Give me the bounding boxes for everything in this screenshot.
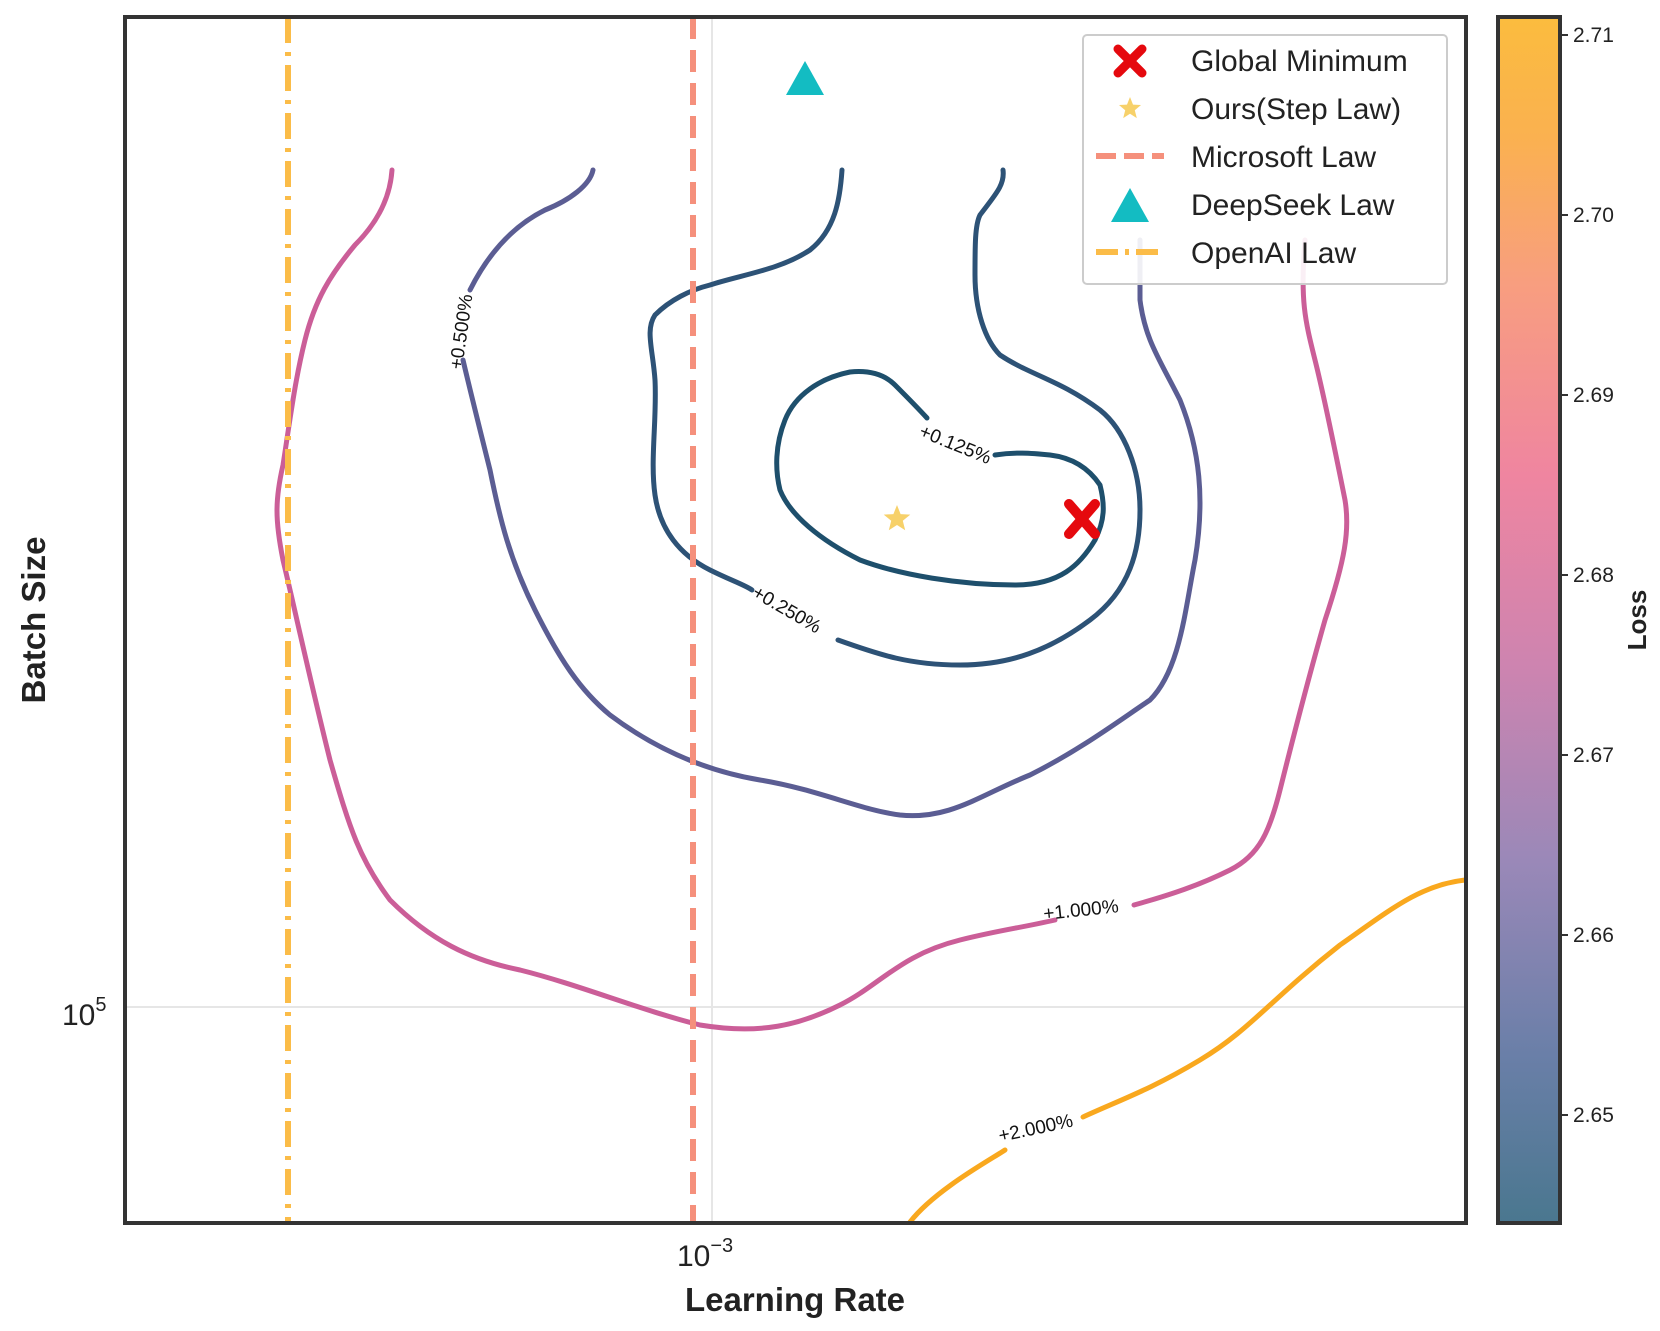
grid xyxy=(125,17,1466,1223)
y-axis: 105 Batch Size xyxy=(15,537,107,1032)
contour-level-0250 xyxy=(647,167,1143,668)
colorbar-tick-label: 2.68 xyxy=(1573,564,1614,587)
legend-step-law-icon xyxy=(1119,97,1141,119)
contour-label-1000: +1.000% xyxy=(1042,896,1119,925)
x-axis: 10−3 Learning Rate xyxy=(677,1235,905,1318)
colorbar-tick-label: 2.70 xyxy=(1573,204,1614,227)
legend-microsoft-law-label: Microsoft Law xyxy=(1191,141,1376,174)
legend-openai-law-label: OpenAI Law xyxy=(1191,237,1356,270)
y-tick-exponent: 5 xyxy=(95,994,106,1016)
contour-label-0500: +0.500% xyxy=(446,293,477,371)
x-axis-title: Learning Rate xyxy=(685,1281,905,1318)
y-axis-title: Batch Size xyxy=(15,537,52,704)
colorbar-gradient xyxy=(1496,15,1562,1225)
colorbar-tick-label: 2.69 xyxy=(1573,384,1614,407)
legend-global-minimum-label: Global Minimum xyxy=(1191,45,1408,78)
legend-deepseek-law-icon xyxy=(1111,188,1149,222)
plot-frame xyxy=(123,15,1468,1225)
colorbar-tick-label: 2.71 xyxy=(1573,24,1614,47)
deepseek-law-marker xyxy=(786,61,824,95)
contour-level-0500 xyxy=(460,167,1203,819)
x-tick-base: 10 xyxy=(677,1240,710,1273)
contour-level-1000 xyxy=(274,167,1350,1032)
colorbar: 2.65 2.66 2.67 2.68 2.69 2.70 2.71 Loss xyxy=(1496,15,1652,1225)
contour-level-2000 xyxy=(907,877,1468,1225)
global-minimum-marker xyxy=(1064,499,1100,539)
colorbar-tick-label: 2.66 xyxy=(1573,924,1614,947)
contour-label-0125: +0.125% xyxy=(916,421,994,469)
legend-deepseek-law-label: DeepSeek Law xyxy=(1191,189,1395,222)
colorbar-tick-label: 2.67 xyxy=(1573,744,1614,767)
contour-lines xyxy=(274,167,1468,1225)
legend-box xyxy=(1082,34,1448,285)
colorbar-ticks: 2.65 2.66 2.67 2.68 2.69 2.70 2.71 xyxy=(1560,24,1614,1127)
contour-label-0250: +0.250% xyxy=(749,582,825,638)
y-tick-label: 105 xyxy=(62,994,107,1032)
legend: Global Minimum Ours(Step Law) Microsoft … xyxy=(1082,34,1448,285)
step-law-marker xyxy=(883,505,911,531)
contour-label-2000: +2.000% xyxy=(997,1111,1075,1147)
legend-global-minimum-icon xyxy=(1113,44,1147,78)
y-tick-base: 10 xyxy=(62,999,95,1032)
colorbar-tick-label: 2.65 xyxy=(1573,1104,1614,1127)
colorbar-label: Loss xyxy=(1622,590,1652,651)
legend-step-law-label: Ours(Step Law) xyxy=(1191,93,1401,126)
x-tick-label: 10−3 xyxy=(677,1235,733,1273)
contour-level-0125 xyxy=(774,369,1106,588)
x-tick-exponent: −3 xyxy=(710,1235,733,1257)
